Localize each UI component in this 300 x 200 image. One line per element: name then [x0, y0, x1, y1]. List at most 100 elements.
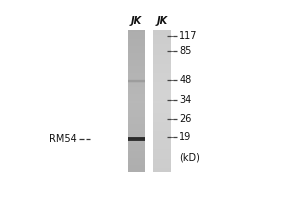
Bar: [128, 144, 145, 145]
Bar: [153, 82, 171, 83]
Bar: [128, 99, 145, 101]
Bar: [128, 87, 145, 89]
Text: 85: 85: [179, 46, 192, 56]
Bar: [128, 64, 145, 66]
Bar: [153, 154, 171, 156]
Bar: [153, 124, 171, 126]
Bar: [153, 167, 171, 168]
Bar: [153, 64, 171, 66]
Bar: [128, 80, 145, 82]
Bar: [153, 161, 171, 163]
Bar: [128, 53, 145, 55]
Bar: [153, 76, 171, 78]
Bar: [128, 167, 145, 168]
Bar: [128, 101, 145, 103]
Bar: [153, 147, 171, 149]
Bar: [153, 71, 171, 73]
Bar: [128, 151, 145, 152]
Bar: [153, 133, 171, 135]
Bar: [128, 129, 145, 131]
Bar: [153, 131, 171, 133]
Bar: [128, 66, 145, 67]
Bar: [128, 133, 145, 135]
Bar: [153, 55, 171, 57]
Bar: [153, 168, 171, 170]
Bar: [153, 159, 171, 161]
Bar: [153, 57, 171, 58]
Text: JK: JK: [156, 16, 167, 26]
Text: 117: 117: [179, 31, 198, 41]
Bar: [128, 152, 145, 154]
Bar: [153, 145, 171, 147]
Bar: [128, 108, 145, 110]
Bar: [153, 35, 171, 37]
Bar: [153, 163, 171, 165]
Bar: [153, 144, 171, 145]
Bar: [128, 34, 145, 35]
Bar: [128, 76, 145, 78]
Bar: [153, 48, 171, 50]
Bar: [153, 165, 171, 167]
Bar: [128, 113, 145, 115]
Bar: [128, 131, 145, 133]
Bar: [128, 30, 145, 32]
Bar: [153, 128, 171, 129]
Bar: [128, 158, 145, 159]
Bar: [128, 117, 145, 119]
Bar: [153, 115, 171, 117]
Bar: [128, 85, 145, 87]
Bar: [128, 112, 145, 113]
Text: 34: 34: [179, 95, 192, 105]
Bar: [153, 44, 171, 46]
Bar: [153, 105, 171, 106]
Bar: [128, 71, 145, 73]
Bar: [128, 168, 145, 170]
Bar: [128, 170, 145, 172]
Bar: [128, 90, 145, 92]
Bar: [153, 122, 171, 124]
Bar: [128, 149, 145, 151]
Text: (kD): (kD): [179, 153, 200, 163]
Bar: [153, 152, 171, 154]
Bar: [153, 110, 171, 112]
Bar: [153, 158, 171, 159]
Bar: [153, 149, 171, 151]
Bar: [128, 140, 145, 142]
Bar: [128, 147, 145, 149]
Bar: [153, 126, 171, 128]
Bar: [153, 58, 171, 60]
Bar: [128, 67, 145, 69]
Bar: [128, 120, 145, 122]
Bar: [128, 37, 145, 39]
Bar: [128, 136, 145, 138]
Bar: [128, 48, 145, 50]
Text: JK: JK: [131, 16, 142, 26]
Bar: [128, 142, 145, 144]
Text: RM54: RM54: [49, 134, 77, 144]
Bar: [153, 156, 171, 158]
Bar: [153, 92, 171, 94]
Bar: [153, 73, 171, 74]
Bar: [153, 80, 171, 82]
Bar: [153, 87, 171, 89]
Bar: [128, 138, 145, 140]
Text: 26: 26: [179, 114, 192, 124]
Bar: [128, 51, 145, 53]
Bar: [153, 170, 171, 172]
Bar: [128, 119, 145, 120]
Bar: [128, 50, 145, 51]
Bar: [153, 96, 171, 97]
Bar: [128, 128, 145, 129]
Bar: [153, 85, 171, 87]
Bar: [153, 113, 171, 115]
Bar: [153, 74, 171, 76]
Bar: [128, 89, 145, 90]
Bar: [128, 32, 145, 34]
Bar: [128, 161, 145, 163]
Bar: [128, 110, 145, 112]
Bar: [153, 60, 171, 62]
Bar: [128, 165, 145, 167]
Bar: [128, 103, 145, 105]
Bar: [153, 103, 171, 105]
Bar: [153, 119, 171, 120]
